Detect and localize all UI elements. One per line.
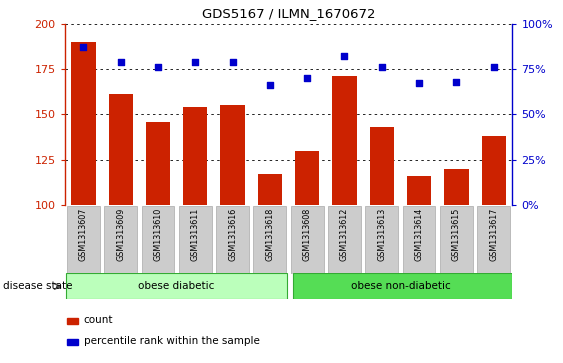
Point — [340, 53, 349, 59]
Bar — [295, 151, 319, 205]
Bar — [66, 273, 287, 299]
Point — [452, 79, 461, 85]
Text: percentile rank within the sample: percentile rank within the sample — [83, 336, 260, 346]
Bar — [72, 42, 96, 205]
Bar — [444, 169, 468, 205]
Bar — [365, 206, 398, 274]
Text: disease state: disease state — [3, 281, 72, 291]
Text: GSM1313618: GSM1313618 — [265, 208, 274, 261]
Title: GDS5167 / ILMN_1670672: GDS5167 / ILMN_1670672 — [202, 7, 376, 20]
Bar — [141, 206, 175, 274]
Point — [79, 44, 88, 50]
Point — [489, 64, 498, 70]
Point — [303, 75, 312, 81]
Text: count: count — [83, 315, 113, 325]
Text: obese diabetic: obese diabetic — [138, 281, 215, 291]
Text: GSM1313617: GSM1313617 — [489, 208, 498, 261]
Bar — [407, 176, 431, 205]
Text: GSM1313610: GSM1313610 — [154, 208, 163, 261]
Bar — [258, 174, 282, 205]
Point — [414, 81, 423, 86]
Point — [265, 82, 274, 88]
Text: GSM1313609: GSM1313609 — [116, 208, 125, 261]
Bar — [328, 206, 361, 274]
Bar — [481, 136, 506, 205]
Bar — [440, 206, 473, 274]
Text: GSM1313616: GSM1313616 — [228, 208, 237, 261]
Bar — [68, 318, 78, 324]
Bar — [291, 206, 324, 274]
Bar — [221, 105, 245, 205]
Point — [228, 59, 237, 65]
Point — [154, 64, 163, 70]
Bar — [68, 339, 78, 345]
Bar — [370, 127, 394, 205]
Text: GSM1313615: GSM1313615 — [452, 208, 461, 261]
Bar — [67, 206, 100, 274]
Text: GSM1313608: GSM1313608 — [303, 208, 312, 261]
Bar — [109, 94, 133, 205]
Point — [377, 64, 386, 70]
Bar — [403, 206, 436, 274]
Text: GSM1313612: GSM1313612 — [340, 208, 349, 261]
Bar — [104, 206, 137, 274]
Text: obese non-diabetic: obese non-diabetic — [351, 281, 450, 291]
Text: GSM1313611: GSM1313611 — [191, 208, 200, 261]
Bar — [332, 76, 356, 205]
Point — [191, 59, 200, 65]
Bar — [293, 273, 512, 299]
Bar — [183, 107, 207, 205]
Text: GSM1313613: GSM1313613 — [377, 208, 386, 261]
Bar — [253, 206, 287, 274]
Bar — [477, 206, 510, 274]
Text: GSM1313607: GSM1313607 — [79, 208, 88, 261]
Bar — [179, 206, 212, 274]
Bar — [146, 122, 170, 205]
Point — [116, 59, 125, 65]
Text: GSM1313614: GSM1313614 — [414, 208, 423, 261]
Bar — [216, 206, 249, 274]
